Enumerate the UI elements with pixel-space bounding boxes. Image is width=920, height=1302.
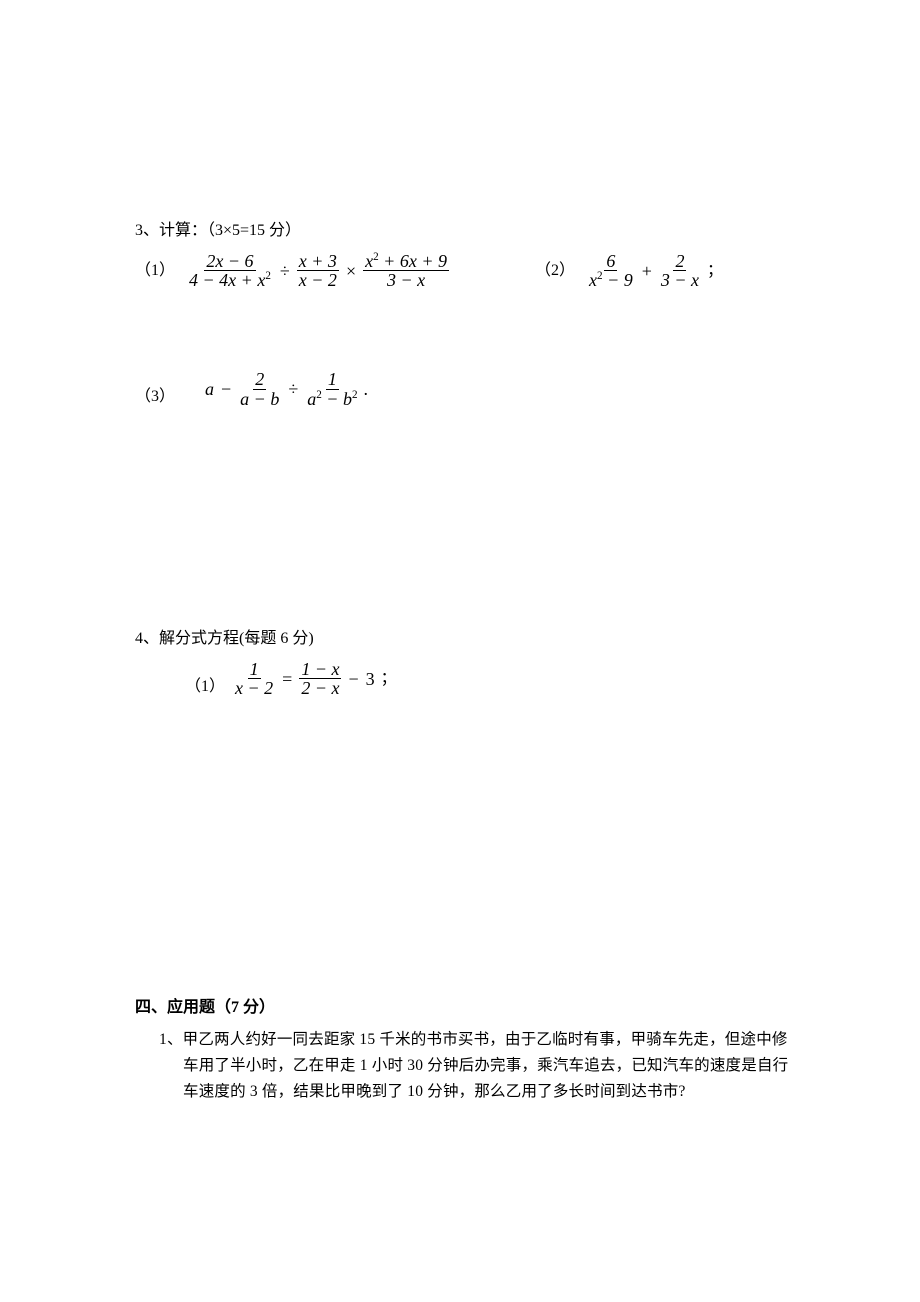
q3-p1-label: （1） xyxy=(135,248,175,279)
q4-p1-frac1: 1 x − 2 xyxy=(233,660,275,699)
divide-op: ÷ xyxy=(277,257,293,286)
q3-p3-frac1: 2 a − b xyxy=(238,370,281,409)
q3-row-3: （3） a − 2 a − b ÷ 1 a2 − b2 . xyxy=(135,370,795,410)
q4-p1-const: 3 xyxy=(366,665,375,694)
q3-p2-frac1-num: 6 xyxy=(604,252,617,272)
q3-p2-frac1: 6 x2 − 9 xyxy=(587,252,635,291)
q3-p3-expr: a − 2 a − b ÷ 1 a2 − b2 . xyxy=(205,370,368,409)
q3-p1-frac1-num: 2x − 6 xyxy=(204,252,255,272)
q4-p1-frac2-num: 1 − x xyxy=(299,660,341,680)
q4-header: 4、解分式方程(每题 6 分) xyxy=(135,626,795,652)
q3-p3-frac1-num: 2 xyxy=(253,370,266,390)
q4-p1-expr: 1 x − 2 = 1 − x 2 − x − 3 ； xyxy=(233,660,397,699)
q3-p2-expr: 6 x2 − 9 + 2 3 − x ； xyxy=(587,252,723,291)
q3-p1-frac3: x2 + 6x + 9 3 − x xyxy=(363,252,449,291)
q3-p1-frac3-den: 3 − x xyxy=(385,271,427,290)
q3-p3-frac2-num: 1 xyxy=(326,370,339,390)
q3-p1-frac3-num: x2 + 6x + 9 xyxy=(363,252,449,272)
q3-p3-label: （3） xyxy=(135,370,175,410)
q3-p2-label: （2） xyxy=(535,248,575,279)
section4-problem: 1、甲乙两人约好一同去距家 15 千米的书市买书，由于乙临时有事，甲骑车先走，但… xyxy=(159,1027,795,1106)
q3-p1-frac1: 2x − 6 4 − 4x + x2 xyxy=(187,252,273,291)
q4-p1-frac2-den: 2 − x xyxy=(299,679,341,698)
q3-p2-frac2-den: 3 − x xyxy=(659,271,701,290)
q4-p1-frac1-den: x − 2 xyxy=(233,679,275,698)
equals-op: = xyxy=(279,665,295,694)
q3-p1-frac1-den: 4 − 4x + x2 xyxy=(187,271,273,290)
q3-p1-expr: 2x − 6 4 − 4x + x2 ÷ x + 3 x − 2 × x2 + … xyxy=(187,252,449,291)
q3-header: 3、计算：（3×5=15 分） xyxy=(135,218,795,244)
q3-p1-frac2: x + 3 x − 2 xyxy=(297,252,339,291)
section4-header: 四、应用题（7 分） xyxy=(135,995,795,1021)
q3-p3-tail: . xyxy=(364,375,369,404)
q3-p3-frac1-den: a − b xyxy=(238,390,281,409)
plus-op: + xyxy=(639,257,655,286)
minus-op: − xyxy=(218,375,234,404)
q4-p1-frac2: 1 − x 2 − x xyxy=(299,660,341,699)
q4-p1-tail: ； xyxy=(381,666,397,692)
q3-p1-frac2-num: x + 3 xyxy=(297,252,339,272)
q3-p3-frac2-den: a2 − b2 xyxy=(305,390,359,409)
problem-text: 甲乙两人约好一同去距家 15 千米的书市买书，由于乙临时有事，甲骑车先走，但途中… xyxy=(183,1031,789,1101)
q3-p2-frac2: 2 3 − x xyxy=(659,252,701,291)
q3-p3-lead: a xyxy=(205,375,214,404)
q3-p2-tail: ； xyxy=(707,258,723,284)
divide-op-2: ÷ xyxy=(285,375,301,404)
q3-p3-frac2: 1 a2 − b2 xyxy=(305,370,359,409)
q3-p1-frac2-den: x − 2 xyxy=(297,271,339,290)
q3-row-1-2: （1） 2x − 6 4 − 4x + x2 ÷ x + 3 x − 2 × x… xyxy=(135,252,795,291)
q3-p2-frac2-num: 2 xyxy=(673,252,686,272)
q4-p1-frac1-num: 1 xyxy=(248,660,261,680)
problem-lead: 1、 xyxy=(159,1031,183,1048)
q3-p2-frac1-den: x2 − 9 xyxy=(587,271,635,290)
times-op: × xyxy=(343,257,359,286)
q4-p1-label: （1） xyxy=(185,660,225,700)
q4-row-1: （1） 1 x − 2 = 1 − x 2 − x − 3 ； xyxy=(135,660,795,700)
minus-op-2: − xyxy=(345,665,361,694)
